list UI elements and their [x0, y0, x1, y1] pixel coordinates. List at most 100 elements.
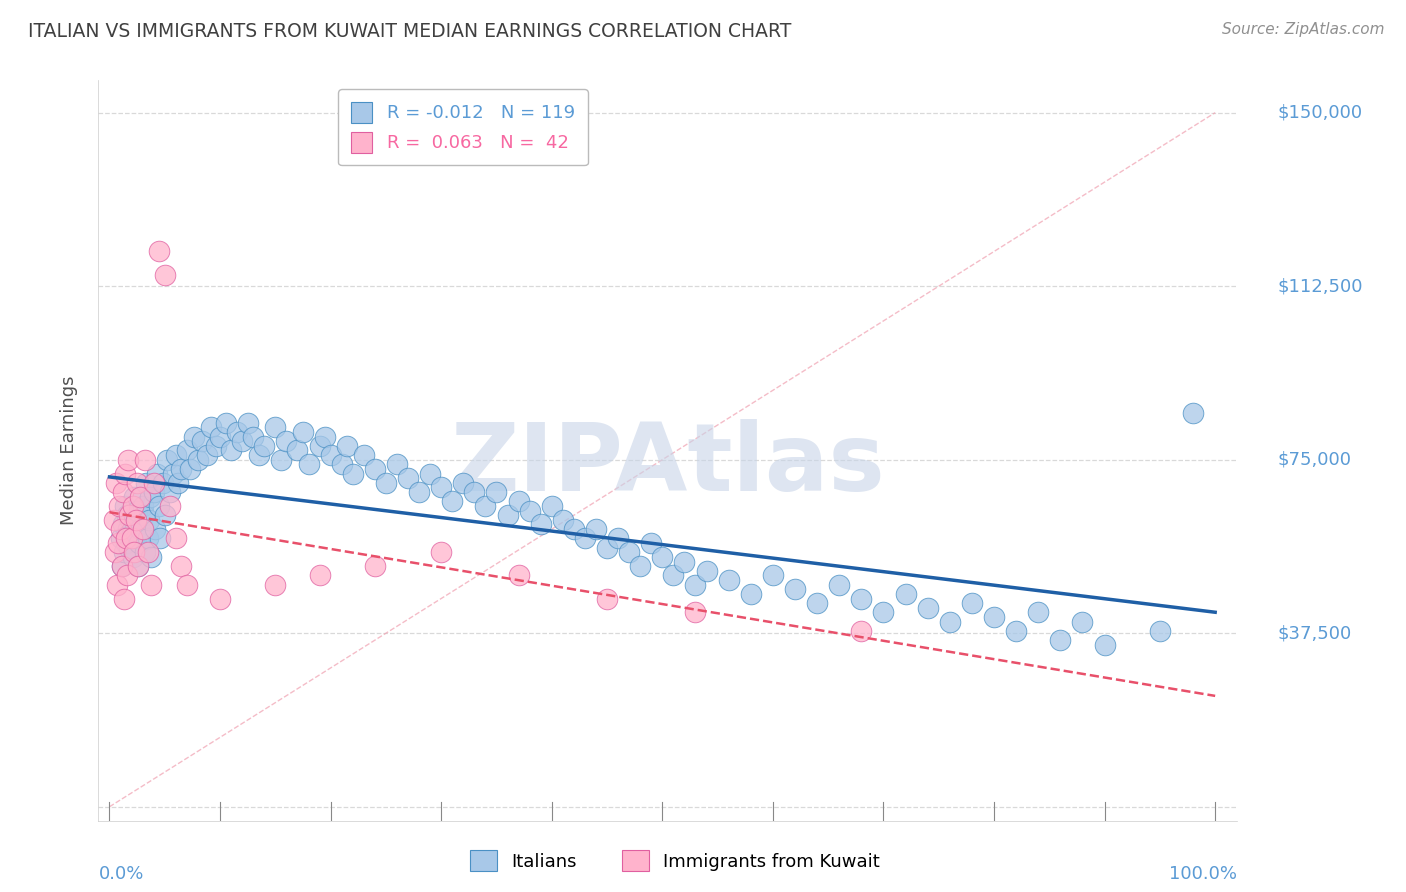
Point [1182, 407, 1205, 421]
Point [894, 587, 917, 601]
Point [673, 554, 696, 569]
Point [132, 508, 155, 523]
Point [540, 499, 562, 513]
Point [141, 549, 163, 564]
Point [162, 467, 184, 481]
Point [143, 522, 166, 536]
Point [125, 532, 148, 546]
Text: 100.0%: 100.0% [1170, 865, 1237, 883]
Point [115, 532, 138, 546]
Point [651, 549, 673, 564]
Point [115, 568, 138, 582]
Point [121, 526, 143, 541]
Point [236, 416, 259, 430]
Point [156, 452, 179, 467]
Point [851, 624, 873, 638]
Point [153, 508, 176, 523]
Point [108, 499, 131, 513]
Point [141, 577, 163, 591]
Point [105, 475, 128, 490]
Point [872, 606, 894, 620]
Point [685, 606, 707, 620]
Point [330, 458, 353, 472]
Point [264, 577, 287, 591]
Point [364, 462, 387, 476]
Text: ITALIAN VS IMMIGRANTS FROM KUWAIT MEDIAN EARNINGS CORRELATION CHART: ITALIAN VS IMMIGRANTS FROM KUWAIT MEDIAN… [28, 22, 792, 41]
Point [828, 577, 851, 591]
Point [685, 577, 707, 591]
Point [209, 429, 232, 443]
Point [127, 559, 149, 574]
Point [297, 458, 319, 472]
Point [551, 513, 574, 527]
Point [111, 485, 134, 500]
Point [191, 434, 214, 449]
Point [508, 568, 530, 582]
Text: Source: ZipAtlas.com: Source: ZipAtlas.com [1222, 22, 1385, 37]
Point [276, 434, 298, 449]
Point [596, 541, 619, 555]
Point [1049, 633, 1071, 648]
Point [960, 596, 983, 610]
Point [114, 467, 136, 481]
Point [195, 448, 218, 462]
Point [112, 591, 135, 606]
Point [430, 480, 453, 494]
Point [103, 513, 125, 527]
Point [496, 508, 519, 523]
Point [149, 532, 172, 546]
Point [939, 615, 962, 629]
Point [463, 485, 485, 500]
Point [112, 545, 135, 559]
Point [562, 522, 585, 536]
Text: $150,000: $150,000 [1277, 103, 1362, 121]
Point [170, 462, 193, 476]
Text: ZIPAtlas: ZIPAtlas [450, 419, 886, 511]
Point [134, 452, 156, 467]
Point [111, 559, 134, 574]
Point [127, 475, 149, 490]
Point [336, 439, 359, 453]
Point [1149, 624, 1171, 638]
Point [115, 508, 138, 523]
Point [105, 577, 128, 591]
Point [617, 545, 640, 559]
Point [485, 485, 508, 500]
Point [508, 494, 530, 508]
Point [696, 564, 718, 578]
Point [121, 549, 143, 564]
Point [441, 494, 464, 508]
Point [107, 536, 129, 550]
Point [120, 513, 142, 527]
Point [287, 443, 309, 458]
Point [419, 467, 441, 481]
Point [917, 600, 939, 615]
Point [187, 452, 209, 467]
Point [115, 536, 138, 550]
Point [247, 448, 270, 462]
Point [122, 545, 145, 559]
Point [596, 591, 619, 606]
Point [129, 522, 152, 536]
Point [806, 596, 828, 610]
Point [219, 443, 242, 458]
Point [319, 448, 342, 462]
Point [374, 475, 396, 490]
Legend: Italians, Immigrants from Kuwait: Italians, Immigrants from Kuwait [463, 843, 887, 879]
Point [291, 425, 314, 439]
Point [740, 587, 762, 601]
Point [983, 610, 1005, 624]
Text: $37,500: $37,500 [1277, 624, 1351, 642]
Point [717, 573, 740, 587]
Point [200, 420, 222, 434]
Legend: R = -0.012   N = 119, R =  0.063   N =  42: R = -0.012 N = 119, R = 0.063 N = 42 [337, 89, 588, 165]
Point [628, 559, 651, 574]
Point [176, 577, 198, 591]
Point [474, 499, 496, 513]
Point [117, 452, 139, 467]
Point [111, 559, 134, 574]
Point [204, 439, 226, 453]
Point [530, 517, 553, 532]
Point [148, 499, 170, 513]
Point [1005, 624, 1028, 638]
